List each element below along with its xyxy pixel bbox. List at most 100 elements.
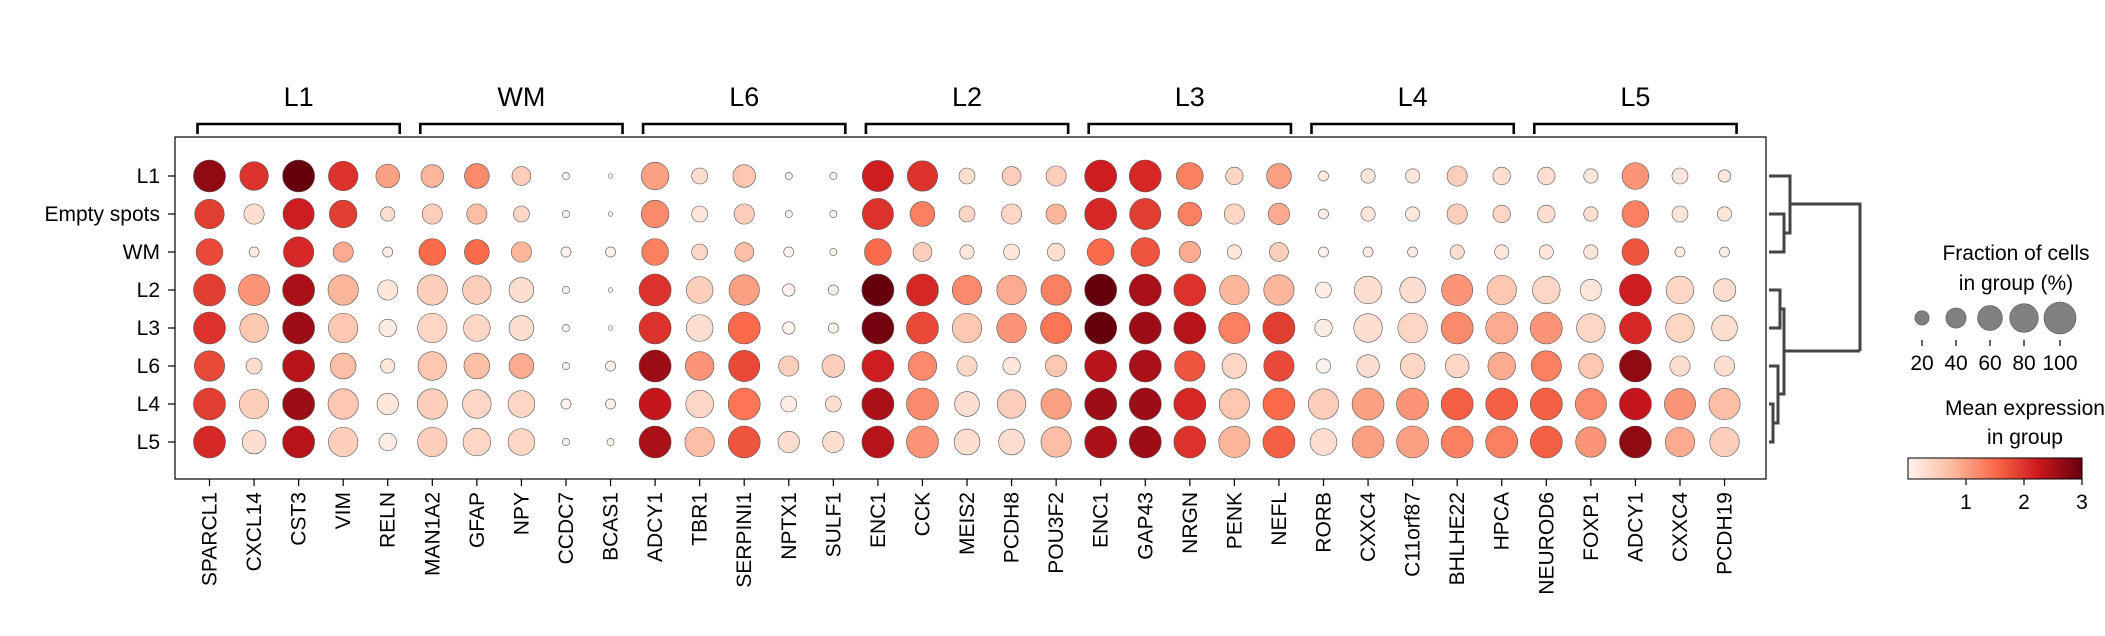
dot xyxy=(906,425,939,459)
dot xyxy=(562,324,570,332)
dot xyxy=(375,163,400,189)
dot xyxy=(332,241,354,263)
dot xyxy=(1709,426,1740,458)
group-bracket-L4 xyxy=(1310,122,1516,134)
dot xyxy=(282,273,315,307)
dot xyxy=(1396,387,1429,421)
gene-label: SULF1 xyxy=(822,492,845,557)
row-label: L5 xyxy=(137,431,160,454)
color-legend-title-line1: Mean expression xyxy=(1945,397,2105,420)
dot xyxy=(1621,200,1650,228)
dendrogram xyxy=(1769,174,1862,444)
dot xyxy=(607,173,614,179)
row-label: L3 xyxy=(137,317,160,340)
dot xyxy=(560,398,572,410)
gene-labels: SPARCL1 CXCL14 CST3 VIM RELN MAN1A2 GFAP NPY CCD… xyxy=(199,479,1737,595)
dot xyxy=(1405,206,1421,222)
group-label-L5: L5 xyxy=(1620,82,1650,112)
dot xyxy=(464,239,490,265)
dot xyxy=(1486,274,1517,306)
colorbar-tick-label: 1 xyxy=(1960,491,1972,514)
size-legend-dot xyxy=(2043,301,2077,335)
dot xyxy=(1353,313,1383,343)
dot xyxy=(418,238,446,266)
dot xyxy=(829,210,838,218)
dot xyxy=(1128,159,1162,193)
dot xyxy=(909,201,936,227)
size-legend-title-line2: in group (%) xyxy=(1959,272,2073,295)
dot xyxy=(1619,425,1652,459)
dot xyxy=(1578,353,1604,379)
dot xyxy=(508,277,535,303)
group-label-L1: L1 xyxy=(284,82,314,112)
dot xyxy=(861,349,895,383)
group-bracket-L3 xyxy=(1087,122,1293,134)
dot xyxy=(685,351,715,381)
dot xyxy=(638,349,672,383)
dot xyxy=(1351,387,1385,421)
row-label: L6 xyxy=(137,355,160,378)
dot xyxy=(864,238,892,266)
dot xyxy=(1040,274,1072,306)
dot xyxy=(1128,311,1162,345)
size-legend-tick-label: 60 xyxy=(1978,352,2001,375)
gene-label: CCK xyxy=(911,492,934,536)
dot xyxy=(1223,203,1245,225)
dot xyxy=(607,325,614,331)
color-legend: Mean expression in group 1 2 3 xyxy=(1907,397,2105,514)
dot xyxy=(248,246,260,258)
dot xyxy=(641,238,669,266)
dot xyxy=(1537,166,1556,186)
dot xyxy=(1040,312,1073,344)
dot xyxy=(1712,278,1737,302)
dot xyxy=(605,360,616,372)
dot xyxy=(1128,425,1162,459)
plot-frame xyxy=(174,136,1767,480)
dot xyxy=(421,203,443,225)
dot xyxy=(1314,318,1333,338)
dot xyxy=(562,210,570,218)
dot xyxy=(733,203,755,225)
dot xyxy=(1485,387,1519,421)
dot xyxy=(959,244,975,260)
dot xyxy=(1362,246,1374,258)
dot xyxy=(1087,238,1115,266)
dot xyxy=(1045,203,1067,225)
dot xyxy=(907,351,938,381)
dot xyxy=(638,311,672,345)
gene-label: CXXC4 xyxy=(1357,492,1380,562)
dot xyxy=(193,159,226,193)
gene-label: HPCA xyxy=(1491,492,1514,550)
dot xyxy=(1619,349,1652,383)
dot xyxy=(1221,353,1248,379)
dot xyxy=(243,203,265,225)
dot xyxy=(728,274,760,306)
dot xyxy=(784,210,793,218)
dot xyxy=(862,160,894,192)
dot xyxy=(1446,165,1468,187)
dot xyxy=(1315,281,1332,299)
dot xyxy=(1399,353,1426,379)
dot xyxy=(827,284,839,296)
dot xyxy=(195,238,224,266)
dot xyxy=(1308,388,1339,420)
dot xyxy=(463,352,491,380)
row-label: L2 xyxy=(137,279,160,302)
dot xyxy=(827,322,839,334)
dot xyxy=(282,159,315,193)
dot xyxy=(1445,353,1470,379)
dot xyxy=(1719,246,1730,258)
size-legend-dot xyxy=(1914,310,1930,326)
colorbar xyxy=(1907,457,2083,480)
dot xyxy=(1574,388,1607,420)
dot xyxy=(782,321,796,335)
gene-label: RELN xyxy=(377,492,400,548)
dot xyxy=(1084,425,1117,459)
dot xyxy=(822,430,845,454)
gene-label: CCDC7 xyxy=(555,492,578,564)
gene-label: ADCY1 xyxy=(1624,492,1647,562)
dot xyxy=(1485,425,1519,459)
dot xyxy=(282,425,315,459)
dot xyxy=(282,311,315,345)
dot xyxy=(466,203,488,225)
